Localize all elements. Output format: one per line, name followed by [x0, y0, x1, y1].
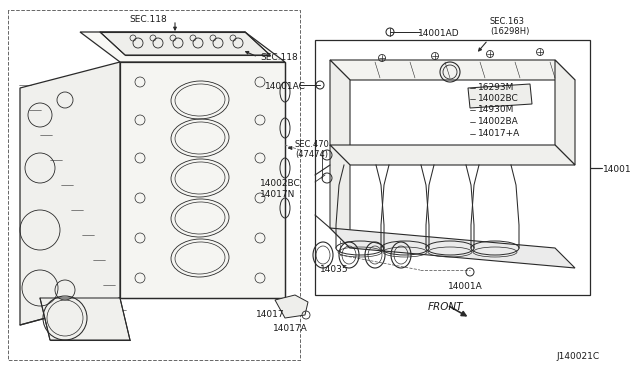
Text: 14001AC: 14001AC	[265, 82, 306, 91]
Polygon shape	[100, 32, 270, 55]
Text: 14930M: 14930M	[478, 105, 515, 113]
Polygon shape	[330, 145, 575, 165]
Polygon shape	[40, 298, 130, 340]
Polygon shape	[555, 60, 575, 165]
Polygon shape	[20, 62, 120, 325]
Text: 14001AD: 14001AD	[418, 29, 460, 38]
Text: 14001A: 14001A	[448, 282, 483, 291]
Text: 14002BA: 14002BA	[478, 116, 519, 125]
Text: 14001: 14001	[603, 165, 632, 174]
Text: 14017: 14017	[256, 310, 284, 319]
Text: 16293M: 16293M	[478, 83, 515, 92]
Polygon shape	[330, 60, 350, 165]
Text: SEC.470
(47474): SEC.470 (47474)	[295, 140, 330, 159]
Polygon shape	[120, 62, 285, 298]
Polygon shape	[468, 84, 532, 108]
Polygon shape	[330, 60, 575, 80]
Polygon shape	[275, 295, 308, 318]
Polygon shape	[80, 32, 285, 62]
Text: 14002BC: 14002BC	[478, 93, 519, 103]
Text: SEC.163
(16298H): SEC.163 (16298H)	[490, 17, 529, 36]
Text: 14002BC: 14002BC	[260, 179, 301, 188]
Text: 14017N: 14017N	[260, 190, 296, 199]
Text: SEC.118: SEC.118	[260, 53, 298, 62]
Text: FRONT: FRONT	[428, 302, 463, 312]
Text: 14035: 14035	[320, 265, 349, 274]
Text: 14017A: 14017A	[273, 324, 307, 333]
Text: J140021C: J140021C	[556, 352, 599, 361]
Text: SEC.118: SEC.118	[129, 15, 167, 24]
Polygon shape	[330, 228, 575, 268]
Polygon shape	[330, 145, 350, 248]
Text: 14017+A: 14017+A	[478, 128, 520, 138]
